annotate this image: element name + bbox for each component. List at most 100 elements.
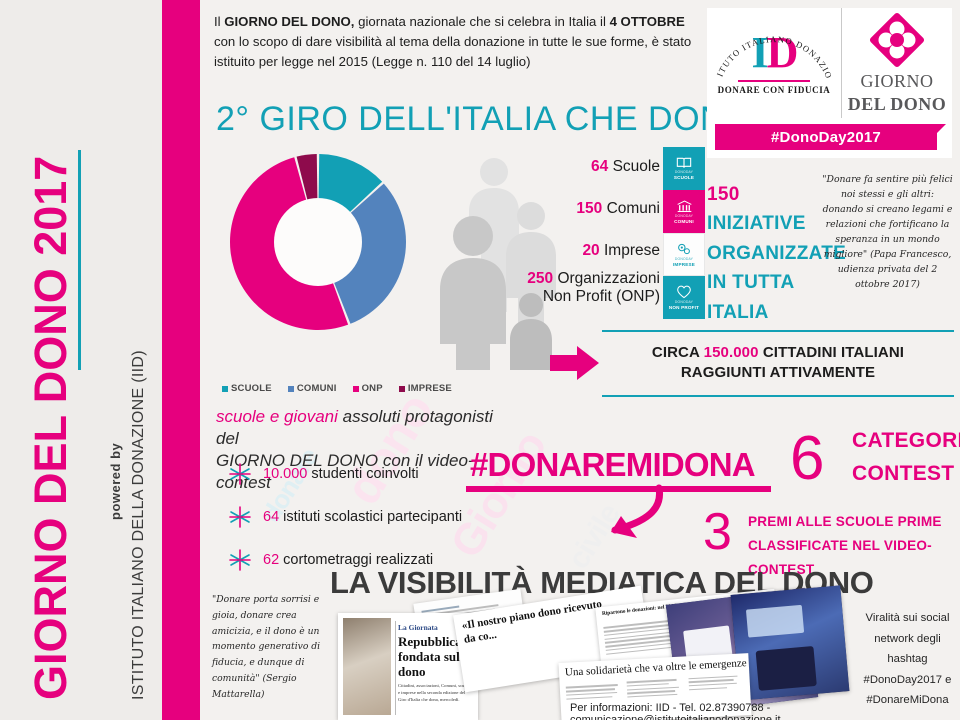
giorno-del-dono-logo: GIORNO DEL DONO: [842, 8, 952, 118]
stat-number-comuni: 150: [576, 200, 603, 217]
contest-categories-number: 6: [790, 424, 825, 493]
people-silhouettes-icon: [440, 158, 556, 370]
brand-line-2: DEL DONO: [847, 94, 947, 114]
badge-nonprofit-label: NON PROFIT: [668, 305, 700, 310]
bullet-number-students: 10.000: [263, 466, 308, 482]
contest-prizes-line2: CLASSIFICATE NEL VIDEO-CONTEST: [748, 537, 932, 577]
curved-arrow-left-icon: [611, 484, 664, 538]
intro-part-a: Il: [214, 14, 225, 29]
legend-swatch-comuni: [287, 385, 294, 392]
stat-label-onp: Organizzazioni: [557, 270, 660, 287]
legend-label-comuni: COMUNI: [296, 383, 337, 394]
schools-lead-text: scuole e giovani assoluti protagonisti d…: [216, 406, 506, 494]
stat-label-onp-line2: Non Profit (ONP): [542, 287, 660, 305]
organization-name: ISTITUTO ITALIANO DELLA DONAZIONE (IID): [130, 350, 147, 700]
pope-quote-attribution: (Papa Francesco, udienza privata del 2 o…: [837, 249, 952, 291]
list-item-shortfilms: 62 cortometraggi realizzati: [228, 548, 433, 572]
bullet-number-institutes: 64: [263, 509, 280, 525]
intro-bold-date: 4 OTTOBRE: [609, 14, 685, 29]
legend-label-imprese: IMPRESE: [407, 383, 452, 394]
pope-quote-text: "Donare fa sentire più felici noi stessi…: [822, 174, 953, 261]
schools-lead-line2: GIORNO DEL DONO con il video-contest: [216, 451, 474, 493]
virality-note: Viralità sui social network degli hashta…: [863, 612, 952, 707]
reach-banner-bottom-rule: [602, 394, 954, 397]
contest-hashtag: #DONAREMIDONA: [470, 446, 756, 483]
legend-label-scuole: SCUOLE: [231, 383, 272, 394]
initiatives-word: INIZIATIVE: [707, 213, 806, 235]
contest-prizes-line1: PREMI ALLE SCUOLE PRIME: [748, 514, 942, 529]
badge-comuni-label: COMUNI: [674, 218, 694, 224]
initiatives-block: 150 INIZIATIVE ORGANIZZATE IN TUTTA ITAL…: [707, 180, 846, 327]
badge-imprese-small: DONODAY: [674, 257, 694, 261]
reach-banner-top-rule: [602, 330, 954, 332]
chart-legend: SCUOLE COMUNI ONP IMPRESE: [222, 383, 452, 394]
reach-banner: CIRCA 150.000 CITTADINI ITALIANI RAGGIUN…: [602, 330, 954, 397]
badge-imprese[interactable]: DONODAY IMPRESE: [663, 233, 705, 276]
reach-pre: CIRCA: [651, 344, 704, 361]
stat-label-comuni: Comuni: [606, 200, 660, 217]
stat-row-scuole: 64 Scuole: [470, 158, 660, 176]
contest-categories-line1: CATEGORIE: [852, 429, 960, 452]
badge-imprese-label: IMPRESE: [672, 262, 696, 267]
contest-categories-line2: CONTEST: [852, 461, 955, 485]
reach-line2: RAGGIUNTI ATTIVAMENTE: [680, 364, 876, 382]
reach-banner-body: CIRCA 150.000 CITTADINI ITALIANI RAGGIUN…: [602, 332, 954, 395]
badge-comuni-small: DONODAY: [674, 213, 694, 218]
legend-item-imprese: IMPRESE: [398, 383, 452, 394]
bullet-number-shortfilms: 62: [263, 552, 280, 568]
stat-number-onp: 250: [527, 270, 554, 287]
iid-letter-d: D: [766, 28, 799, 78]
clipping-kicker: La Giornata: [398, 623, 438, 632]
intro-part-e: con lo scopo di dare visibilità al tema …: [214, 34, 692, 70]
iid-tagline: DONARE CON FIDUCIA: [717, 84, 831, 95]
bullet-label-students: studenti coinvolti: [311, 466, 419, 482]
list-item-students: 10.000 studenti coinvolti: [228, 462, 419, 486]
list-item-institutes: 64 istituti scolastici partecipanti: [228, 505, 462, 529]
legend-label-onp: ONP: [361, 383, 383, 394]
initiatives-line3: IN TUTTA ITALIA: [707, 272, 794, 323]
badge-non-profit[interactable]: DONODAY NON PROFIT: [663, 276, 705, 319]
hashtag-ribbon: #DonoDay2017: [715, 124, 946, 150]
iid-arc-text-icon: ISTITUTO ITALIANO DONAZIONE: [715, 14, 833, 81]
svg-text:ISTITUTO ITALIANO DONAZIONE: ISTITUTO ITALIANO DONAZIONE: [715, 14, 833, 81]
badge-scuole-label: SCUOLE: [673, 175, 695, 180]
diamond-flower-icon: [869, 12, 925, 68]
badge-scuole[interactable]: DONODAY SCUOLE: [663, 147, 705, 190]
stat-number-imprese: 20: [582, 242, 600, 259]
contest-prizes-label: PREMI ALLE SCUOLE PRIME CLASSIFICATE NEL…: [748, 510, 960, 581]
asterisk-star-icon: [229, 463, 251, 485]
book-icon: [676, 157, 692, 168]
clipping-rule: [395, 621, 396, 715]
contest-prizes-number: 3: [703, 503, 732, 561]
clipping-headline: Repubblica fondata sul dono: [398, 634, 462, 679]
iid-arc-label: ISTITUTO ITALIANO DONAZIONE: [715, 14, 833, 81]
heart-icon: [677, 285, 691, 299]
reach-number: 150.000: [703, 344, 759, 361]
legend-swatch-onp: [352, 385, 359, 392]
iid-logo: ISTITUTO ITALIANO DONAZIONE ID DONARE CO…: [707, 8, 842, 118]
badge-comuni[interactable]: DONODAY COMUNI: [663, 190, 705, 233]
arrow-right-icon: [550, 346, 599, 380]
gears-icon: [678, 243, 690, 255]
legend-item-onp: ONP: [352, 383, 383, 394]
reach-post: CITTADINI ITALIANI: [758, 344, 905, 361]
category-badge-column: DONODAY SCUOLE DONODAY COMUNI DONODAY IM…: [663, 147, 705, 319]
brand-line-1: GIORNO: [860, 71, 934, 91]
mattarella-quote-text: "Donare porta sorrisi e gioia, donare cr…: [212, 594, 321, 685]
clipping-photo: [343, 618, 391, 715]
left-panel-paper: [0, 0, 162, 720]
schools-lead-rest: assoluti protagonisti del: [216, 407, 493, 449]
logo-block: ISTITUTO ITALIANO DONAZIONE ID DONARE CO…: [707, 8, 952, 158]
initiatives-line2: ORGANIZZATE: [707, 242, 847, 264]
badge-scuole-small: DONODAY: [674, 170, 694, 174]
mattarella-quote-attribution: (Sergio Mattarella): [212, 673, 297, 700]
contest-categories-label: CATEGORIE CONTEST: [852, 425, 960, 490]
stat-label-imprese: Imprese: [604, 242, 660, 259]
contest-hashtag-underline: [466, 486, 771, 492]
page-title: GIORNO DEL DONO 2017: [25, 155, 76, 700]
iid-divider-rule: [738, 80, 810, 82]
legend-swatch-imprese: [398, 385, 405, 392]
initiatives-number: 150: [707, 184, 740, 205]
stat-number-scuole: 64: [591, 158, 609, 175]
